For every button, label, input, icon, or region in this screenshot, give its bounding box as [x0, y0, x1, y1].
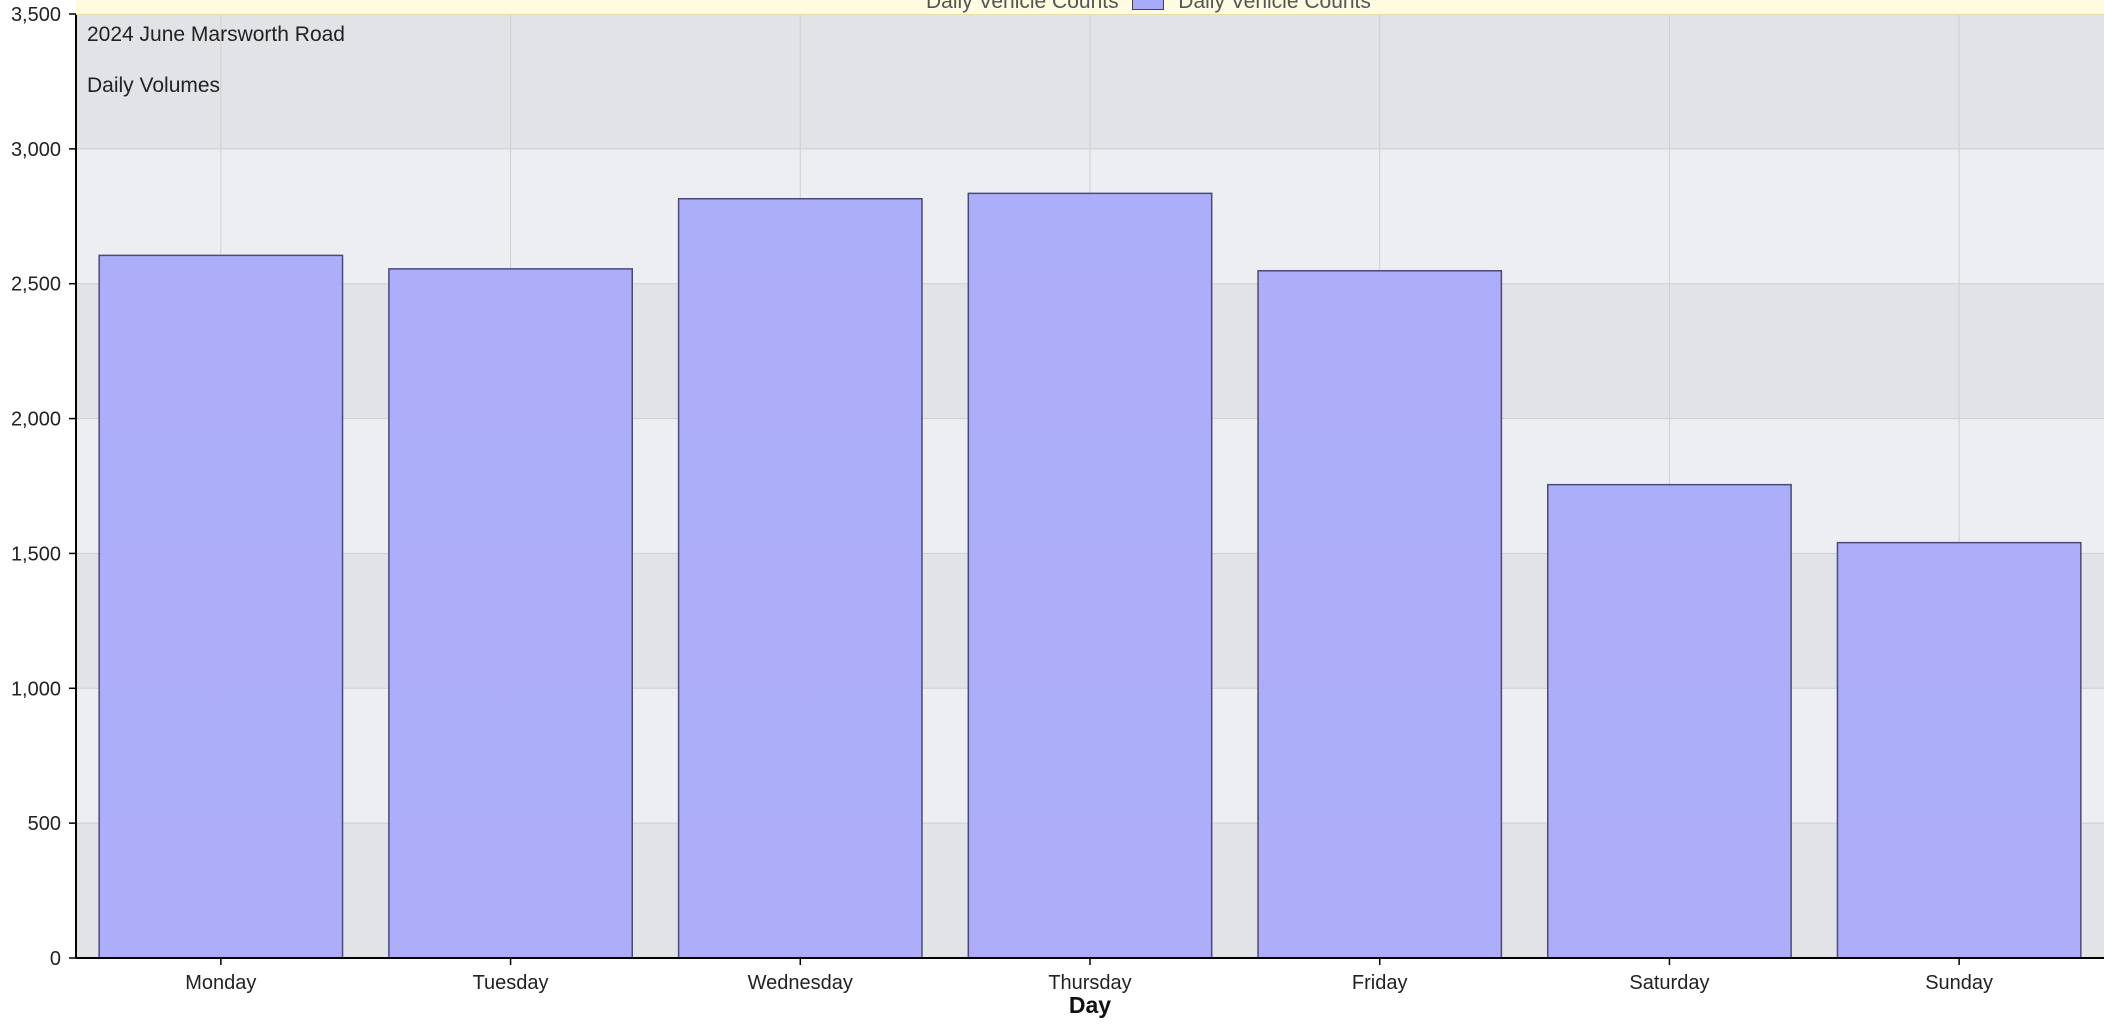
y-tick-label: 2,500 — [11, 274, 61, 296]
x-axis-title: Day — [1069, 992, 1111, 1018]
x-tick-label: Friday — [1352, 972, 1408, 994]
legend-entry: Daily Vehicle Counts Daily Vehicle Count… — [926, 0, 1371, 14]
y-tick-label: 3,000 — [11, 139, 61, 161]
x-tick-label: Tuesday — [473, 972, 549, 994]
bar-saturday — [1546, 483, 1792, 959]
y-tick-label: 1,500 — [11, 543, 61, 565]
y-tick-label: 3,500 — [11, 4, 61, 26]
bar-sunday — [1836, 541, 2082, 959]
y-tick-label: 500 — [28, 813, 61, 835]
bar-friday — [1257, 270, 1503, 959]
chart-subtitle: Daily Volumes — [87, 74, 220, 97]
legend-label-left: Daily Vehicle Counts — [926, 0, 1119, 13]
x-tick-label: Sunday — [1925, 972, 1993, 994]
x-tick-label: Monday — [185, 972, 256, 994]
x-tick-label: Thursday — [1048, 972, 1131, 994]
legend-swatch — [1132, 0, 1165, 11]
bar-tuesday — [388, 268, 634, 959]
bars — [98, 192, 2082, 959]
y-tick-label: 1,000 — [11, 678, 61, 700]
bar-wednesday — [677, 198, 923, 959]
axes — [69, 13, 2104, 965]
bar-monday — [98, 254, 344, 959]
legend-label-right: Daily Vehicle Counts — [1178, 0, 1371, 13]
tick-labels: 0 500 1,000 1,500 2,000 2,500 3,000 3,500 Monday… — [11, 4, 1993, 994]
y-tick-label: 0 — [50, 948, 61, 970]
chart-title: 2024 June Marsworth Road — [87, 23, 345, 46]
bar-thursday — [967, 192, 1213, 959]
x-tick-label: Saturday — [1629, 972, 1709, 994]
x-tick-label: Wednesday — [748, 972, 853, 994]
y-tick-label: 2,000 — [11, 409, 61, 431]
legend: Daily Vehicle Counts Daily Vehicle Count… — [76, 0, 2104, 15]
